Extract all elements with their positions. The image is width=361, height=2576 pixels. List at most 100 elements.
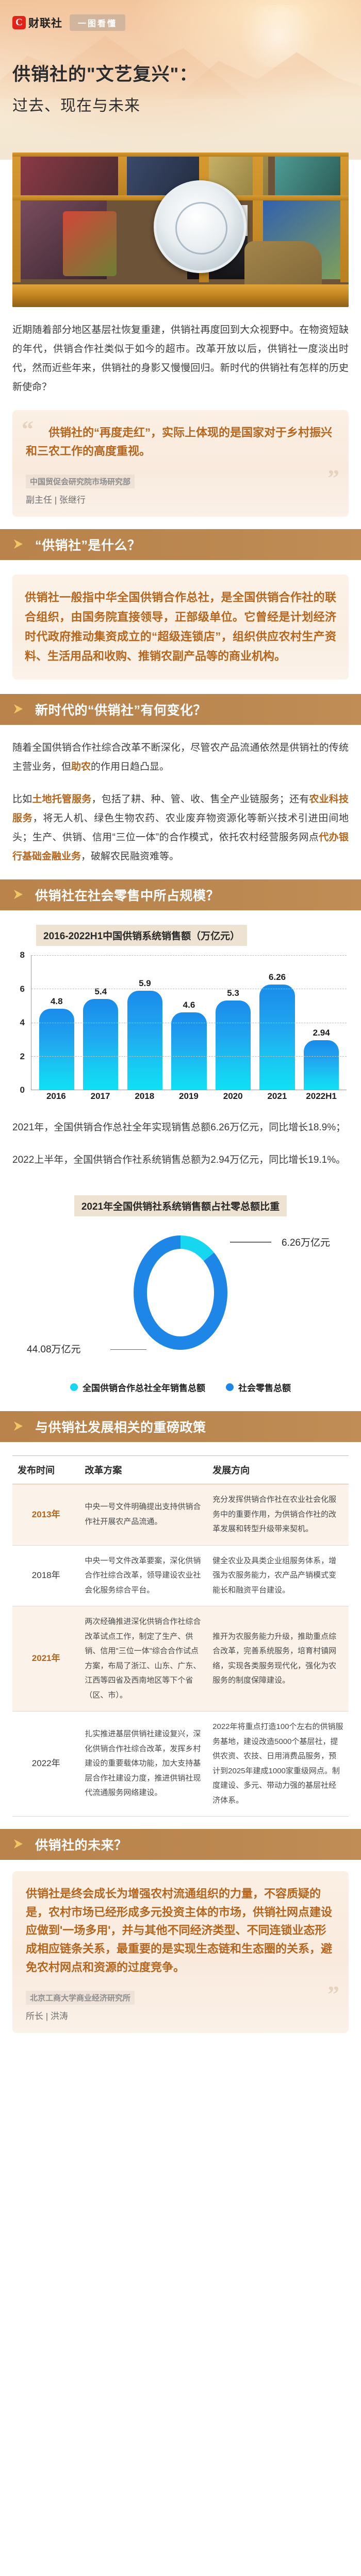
y-axis: 0 2 4 6 8	[12, 950, 30, 1095]
col-header-direction: 发展方向	[207, 1455, 349, 1485]
quote-close-mark-icon: ”	[327, 1981, 339, 2008]
cell-year: 2013年	[12, 1484, 80, 1546]
enamel-basin	[153, 180, 247, 273]
section-header-policy: 与供销社发展相关的重磅政策	[0, 1411, 361, 1443]
change-p2-highlight-3: 代办银行基础金融业务	[12, 832, 349, 862]
bar-column: 6.26	[259, 955, 295, 1090]
table-row: 2021年 两次经确推进深化供销合作社综合改革试点工作，制定了生产、供销、信用"三…	[12, 1606, 349, 1712]
what-is-card: 供销社一般指中华全国供销合作总社，是全国供销合作社的联合组织，由国务院直接领导，…	[12, 574, 349, 680]
plot-area: 4.8 5.4 5.9 4.6 5.3 6.26 2.94	[31, 955, 347, 1091]
change-p1-highlight: 助农	[71, 761, 91, 772]
cell-plan: 中央一号文件改革要案，深化供销合作社综合改革，领导建设农业社会化服务综合平台。	[79, 1545, 208, 1607]
bar	[259, 984, 295, 1090]
chart-note-1: 2021年，全国供销合作总社全年实现销售总额6.26万亿元，同比增长18.9%；	[12, 1122, 346, 1133]
section-header-future: 供销社的未来？	[0, 1829, 361, 1860]
supply-cooperative-shop-photo	[12, 152, 349, 307]
logo-text: 财联社	[28, 18, 62, 29]
legend-swatch-icon	[70, 1383, 78, 1392]
wooden-counter	[12, 284, 349, 307]
bar	[215, 1001, 251, 1090]
change-p2-c: ，将无人机、绿色生物农药、农业废弃物资源化等新兴技术引进田间地头；生产、供销、信…	[12, 812, 349, 843]
section-header-what: “供销社”是什么？	[0, 529, 361, 561]
site-logo[interactable]: C 财联社	[12, 15, 62, 30]
bar	[39, 1009, 74, 1090]
change-p1-b: 的作用日趋凸显。	[91, 761, 170, 772]
donut-callout-retail: 44.08万亿元	[27, 1344, 81, 1355]
bar	[171, 1012, 207, 1090]
chart-note-2: 2022上半年，全国供销合作社系统销售总额为2.94万亿元，同比增长19.1%。	[12, 1155, 346, 1166]
donut-legend: 全国供销合作总社全年销售总额 社会零售总额	[12, 1381, 349, 1394]
chevron-right-icon	[12, 1838, 28, 1851]
chevron-right-icon	[12, 888, 28, 902]
quote-text: 供销社是终会成长为增强农村流通组织的力量，不容质疑的是，农村市场已经形成多元投资…	[26, 1887, 333, 1974]
change-paragraph-1: 随着全国供销合作社综合改革不断深化，尽管农产品流通依然是供销社的传统主营业务，但…	[12, 738, 349, 776]
bar-chart-block: 2016-2022H1中国供销系统销售额（万亿元） 0 2 4 6 8 4.8 5.4 5.…	[0, 910, 361, 1105]
callout-leader-line-bottom	[110, 1349, 146, 1350]
section-header-change: 新时代的“供销社”有何变化？	[0, 693, 361, 725]
bar-column: 2.94	[304, 955, 339, 1090]
sun-glow-decoration	[227, 5, 330, 67]
quote-close-mark-icon: ”	[327, 465, 339, 492]
donut-chart-block: 2021年全国供销社系统销售额占社零总额比重 6.26万亿元 44.08万亿元 …	[0, 1183, 361, 1399]
bar-column: 5.9	[127, 955, 163, 1090]
bar-value-label: 6.26	[269, 972, 286, 982]
x-tick-label: 2020	[223, 1091, 243, 1101]
bar-value-label: 5.4	[94, 986, 107, 996]
cell-plan: 扎实推进基层供销社建设复兴，深化供销合作社综合改革，发挥乡村建设的重要载体功能，…	[79, 1711, 208, 1817]
quote-author: 副主任 | 张继行	[26, 495, 86, 505]
bar-value-label: 4.8	[50, 996, 63, 1007]
quote-author: 所长 | 洪涛	[26, 2011, 68, 2022]
table-body: 2013年 中央一号文件明确提出支持供销合作社开展农产品流通。 充分发挥供销合作社在…	[12, 1484, 349, 1817]
change-p2-d: ，破解农民融资难等。	[81, 851, 179, 862]
section-header-label: “供销社”是什么？	[35, 538, 141, 553]
donut-chart: 6.26万亿元 44.08万亿元 全国供销合作总社全年销售总额 社会零售总额	[12, 1224, 349, 1394]
x-tick-label: 2019	[179, 1091, 199, 1101]
policy-table: 发布时间 改革方案 发展方向 2013年 中央一号文件明确提出支持供销合作社开展农…	[12, 1455, 349, 1817]
table-row: 2018年 中央一号文件改革要案，深化供销合作社综合改革，领导建设农业社会化服务综…	[12, 1545, 349, 1607]
intro-section: 近期随着部分地区基层社恢复重建，供销社再度回到大众视野中。在物资短缺的年代，供销…	[0, 320, 361, 397]
legend-swatch-icon	[226, 1383, 234, 1392]
x-axis: 2016 2017 2018 2019 2020 2021 2022H1	[31, 1091, 347, 1105]
cell-direction: 2022年将重点打造100个左右的供销服务基地，建设改造5000个基层社，提供农…	[207, 1711, 349, 1817]
table-header-row: 发布时间 改革方案 发展方向	[12, 1455, 349, 1485]
y-tick-label: 2	[20, 1051, 25, 1061]
page-title: 供销社的"文艺复兴"：	[12, 64, 198, 84]
bar-column: 5.4	[83, 955, 119, 1090]
col-header-date: 发布时间	[12, 1455, 80, 1485]
chevron-right-icon	[12, 1420, 28, 1433]
change-p1-a: 随着全国供销合作社综合改革不断深化，尽管农产品流通依然是供销社的传统主营业务，但	[12, 742, 349, 772]
section-header-label: 供销社在社会零售中所占规模？	[35, 889, 220, 904]
cell-year: 2022年	[12, 1711, 80, 1817]
hero-photo-wrapper	[0, 152, 361, 307]
table-row: 2022年 扎实推进基层供销社建设复兴，深化供销合作社综合改革，发挥乡村建设的重要…	[12, 1711, 349, 1817]
legend-item-supply: 全国供销合作总社全年销售总额	[70, 1381, 205, 1394]
x-tick-label: 2017	[90, 1091, 110, 1101]
bar	[127, 990, 163, 1090]
cell-year: 2018年	[12, 1545, 80, 1607]
y-tick-label: 4	[20, 1018, 25, 1028]
logo-mark-icon: C	[12, 16, 26, 29]
cell-plan: 两次经确推进深化供销合作社综合改革试点工作，制定了生产、供销、信用"三位一体"综…	[79, 1606, 208, 1712]
change-p2-a: 比如	[12, 793, 32, 805]
x-tick-label: 2021	[267, 1091, 287, 1101]
bar-chart-title: 2016-2022H1中国供销系统销售额（万亿元）	[36, 925, 248, 946]
cell-plan: 中央一号文件明确提出支持供销合作社开展农产品流通。	[79, 1484, 208, 1546]
expert-quote-card-top: “ ” 供销社的“再度走红”，实际上体现的是国家对于乡村振兴和三农工作的高度重视…	[12, 410, 349, 517]
y-tick-label: 6	[20, 984, 25, 994]
chevron-right-icon	[12, 538, 28, 551]
y-tick-label: 0	[20, 1085, 25, 1095]
chart-notes: 2021年，全国供销合作总社全年实现销售总额6.26万亿元，同比增长18.9%；…	[0, 1118, 361, 1170]
callout-leader-line-top	[230, 1242, 271, 1243]
x-tick-label: 2016	[46, 1091, 66, 1101]
section-header-label: 新时代的“供销社”有何变化？	[35, 703, 207, 718]
quote-organization: 中国贸促会研究院市场研究部	[26, 474, 135, 489]
x-tick-label: 2018	[135, 1091, 155, 1101]
table-row: 2013年 中央一号文件明确提出支持供销合作社开展农产品流通。 充分发挥供销合作社在…	[12, 1484, 349, 1546]
bar-value-label: 4.6	[183, 999, 195, 1010]
bar	[83, 998, 119, 1090]
brand-bar: C 财联社 一图看懂	[12, 14, 126, 31]
cell-direction: 推开为农服务能力升级，推助重点综合改革，完善系统服务，培育村镇网络，实现各类服务…	[207, 1606, 349, 1712]
policy-table-wrapper: 发布时间 改革方案 发展方向 2013年 中央一号文件明确提出支持供销合作社开展农…	[12, 1455, 349, 1817]
bar-value-label: 2.94	[313, 1028, 330, 1038]
